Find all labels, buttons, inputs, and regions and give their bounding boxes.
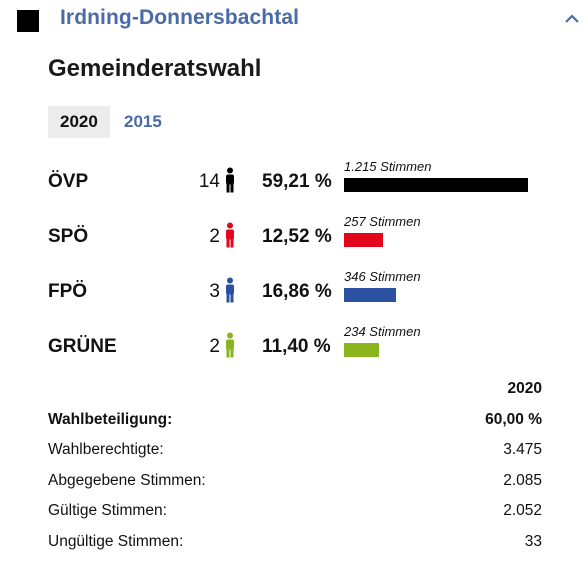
- vote-count-label: 1.215 Stimmen: [344, 159, 432, 174]
- municipality-title: Irdning-Donnersbachtal: [60, 6, 300, 29]
- party-row-spoe: SPÖ 2 12,52 % 257 Stimmen: [0, 214, 588, 258]
- tab-2015[interactable]: 2015: [124, 112, 162, 131]
- chevron-up-icon[interactable]: [565, 14, 579, 24]
- person-icon: [226, 332, 234, 358]
- stats-row-eligible: Wahlberechtigte: 3.475: [48, 437, 542, 468]
- stats-row-turnout: Wahlbeteiligung: 60,00 %: [48, 407, 542, 438]
- vote-percent: 11,40 %: [262, 336, 331, 357]
- stats-value: 3.475: [503, 441, 542, 458]
- stats-year: 2020: [507, 380, 542, 397]
- section-title: Gemeinderatswahl: [48, 55, 262, 82]
- party-row-fpoe: FPÖ 3 16,86 % 346 Stimmen: [0, 269, 588, 313]
- election-stats: 2020 Wahlbeteiligung: 60,00 % Wahlberech…: [48, 376, 542, 559]
- stats-label: Abgegebene Stimmen:: [48, 471, 206, 489]
- seat-count: 14: [198, 171, 220, 192]
- stats-label: Gültige Stimmen:: [48, 502, 167, 519]
- square-icon: [17, 10, 39, 32]
- party-name: FPÖ: [48, 281, 88, 302]
- stats-row-invalid: Ungültige Stimmen: 33: [48, 529, 542, 560]
- seat-count: 2: [209, 336, 220, 357]
- vote-bar: [344, 288, 397, 302]
- stats-value: 60,00 %: [485, 410, 542, 428]
- vote-percent: 59,21 %: [262, 171, 332, 192]
- vote-bar: [344, 233, 383, 247]
- party-name: SPÖ: [48, 226, 89, 247]
- municipality-header[interactable]: Irdning-Donnersbachtal: [0, 0, 588, 40]
- stats-row-valid: Gültige Stimmen: 2.052: [48, 498, 542, 529]
- stats-value: 33: [524, 532, 542, 550]
- party-name: ÖVP: [48, 171, 89, 192]
- party-row-oevp: ÖVP 14 59,21 % 1.215 Stimmen: [0, 159, 588, 203]
- vote-count-label: 234 Stimmen: [344, 324, 421, 339]
- seat-count: 3: [209, 281, 220, 302]
- stats-label: Wahlberechtigte:: [48, 441, 164, 458]
- stats-year-header: 2020: [48, 376, 542, 407]
- vote-count-label: 257 Stimmen: [344, 214, 421, 229]
- stats-row-cast: Abgegebene Stimmen: 2.085: [48, 468, 542, 499]
- vote-bar: [344, 178, 528, 192]
- person-icon: [226, 167, 234, 193]
- party-name: GRÜNE: [48, 336, 117, 357]
- stats-value: 2.052: [503, 502, 542, 519]
- vote-count-label: 346 Stimmen: [344, 269, 421, 284]
- stats-value: 2.085: [503, 471, 542, 489]
- person-icon: [226, 277, 234, 303]
- stats-label: Wahlbeteiligung:: [48, 410, 173, 428]
- vote-percent: 12,52 %: [262, 226, 332, 247]
- vote-percent: 16,86 %: [262, 281, 332, 302]
- person-icon: [226, 222, 234, 248]
- tab-2020[interactable]: 2020: [48, 106, 110, 138]
- vote-bar: [344, 343, 380, 357]
- party-row-gruene: GRÜNE 2 11,40 % 234 Stimmen: [0, 324, 588, 368]
- stats-label: Ungültige Stimmen:: [48, 532, 184, 550]
- seat-count: 2: [209, 226, 220, 247]
